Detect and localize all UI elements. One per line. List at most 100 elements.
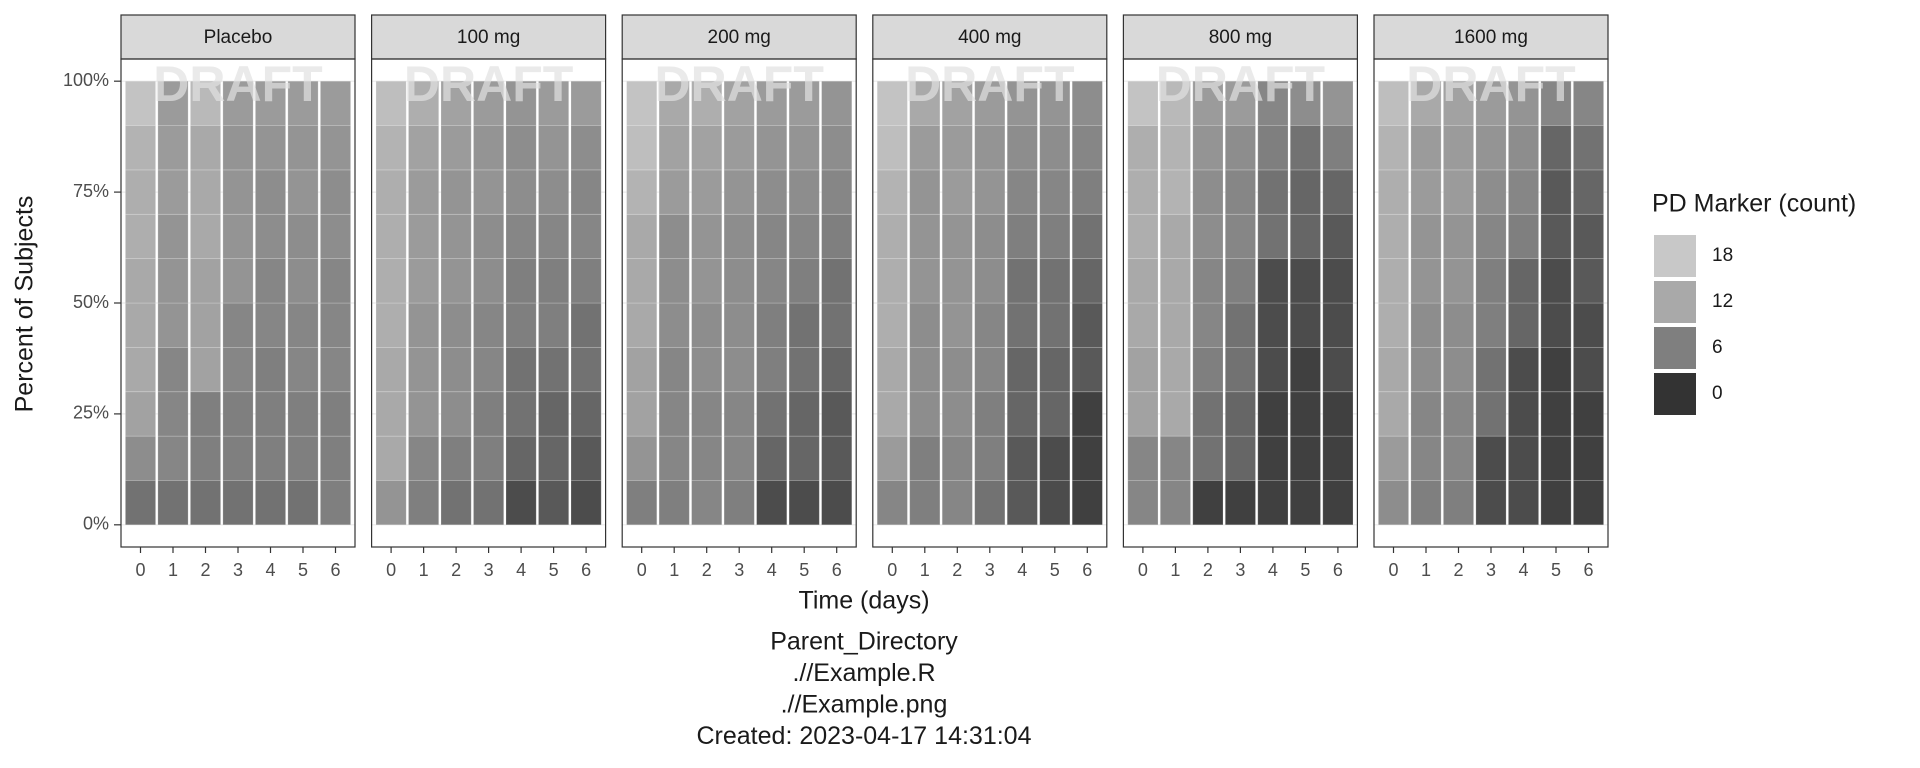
x-tick-label: 1 xyxy=(419,560,429,580)
bar-segment xyxy=(254,480,287,526)
bar-segment xyxy=(505,80,537,126)
bar-segment xyxy=(440,346,472,393)
bar-segment xyxy=(658,435,690,481)
bar-segment xyxy=(157,391,189,437)
bar-segment xyxy=(788,435,820,481)
bar-segment xyxy=(909,258,941,304)
bar-segment xyxy=(1192,80,1224,126)
bar-segment xyxy=(1442,258,1475,304)
bar-segment xyxy=(1159,302,1191,348)
facet-strip xyxy=(371,14,607,60)
bar-segment xyxy=(941,435,973,481)
bar-segment xyxy=(1377,480,1410,526)
bar-segment xyxy=(974,391,1006,437)
bar-segment xyxy=(505,435,537,481)
bar-segment xyxy=(1006,169,1038,215)
bar-segment xyxy=(1322,213,1354,260)
y-axis-title: Percent of Subjects xyxy=(11,196,39,413)
bar-segment xyxy=(723,302,755,348)
bar-segment xyxy=(974,80,1006,126)
bar-segment xyxy=(440,435,472,481)
bar-segment xyxy=(788,80,820,126)
bar-segment xyxy=(821,258,853,304)
bar-segment xyxy=(375,480,407,526)
bar-segment xyxy=(375,435,407,481)
x-tick-label: 3 xyxy=(484,560,494,580)
bar-segment xyxy=(941,258,973,304)
bar-segment xyxy=(440,480,472,526)
legend-key xyxy=(1654,281,1696,323)
bar-segment xyxy=(287,80,319,126)
caption-line: .//Example.R xyxy=(792,659,935,687)
bar-segment xyxy=(1039,80,1071,126)
bar-segment xyxy=(1507,302,1540,348)
bar-segment xyxy=(1127,480,1159,526)
bar-segment xyxy=(876,169,908,215)
bar-segment xyxy=(375,302,407,348)
bar-segment xyxy=(408,258,440,304)
bar-segment xyxy=(1410,391,1442,437)
bar-segment xyxy=(1192,346,1224,393)
bar-segment xyxy=(1377,213,1410,260)
bar-segment xyxy=(876,302,908,348)
bar-segment xyxy=(1192,213,1224,260)
bar-segment xyxy=(570,302,602,348)
bar-segment xyxy=(319,391,352,437)
bar-segment xyxy=(408,213,440,260)
bar-segment xyxy=(440,125,472,171)
bar-segment xyxy=(941,302,973,348)
bar-segment xyxy=(1410,435,1442,481)
bar-segment xyxy=(1159,435,1191,481)
bar-segment xyxy=(1572,302,1605,348)
bar-segment xyxy=(157,169,189,215)
bar-segment xyxy=(254,125,287,171)
bar-segment xyxy=(756,302,788,348)
bar-segment xyxy=(876,213,908,260)
bar-segment xyxy=(626,258,658,304)
bar-segment xyxy=(723,346,755,393)
bar-segment xyxy=(1192,125,1224,171)
bar-segment xyxy=(1410,213,1442,260)
bar-segment xyxy=(1192,391,1224,437)
bar-segment xyxy=(287,346,319,393)
bar-segment xyxy=(909,125,941,171)
x-tick-label: 1 xyxy=(669,560,679,580)
bar-segment xyxy=(1159,391,1191,437)
x-tick-label: 0 xyxy=(386,560,396,580)
x-tick-label: 1 xyxy=(1170,560,1180,580)
bar-segment xyxy=(222,213,254,260)
bar-segment xyxy=(473,169,505,215)
bar-segment xyxy=(1322,435,1354,481)
bar-segment xyxy=(1224,213,1256,260)
bar-segment xyxy=(1159,480,1191,526)
bar-segment xyxy=(1257,346,1289,393)
x-tick-label: 1 xyxy=(168,560,178,580)
bar-segment xyxy=(570,125,602,171)
bar-segment xyxy=(319,346,352,393)
bar-segment xyxy=(124,258,157,304)
bar-segment xyxy=(821,302,853,348)
bar-segment xyxy=(941,346,973,393)
bar-segment xyxy=(974,125,1006,171)
bar-segment xyxy=(626,125,658,171)
bar-segment xyxy=(440,169,472,215)
bar-segment xyxy=(254,435,287,481)
bar-segment xyxy=(375,391,407,437)
bar-segment xyxy=(1475,435,1507,481)
bar-segment xyxy=(1322,80,1354,126)
bar-segment xyxy=(1039,302,1071,348)
bar-segment xyxy=(1442,302,1475,348)
x-tick-label: 6 xyxy=(1583,560,1593,580)
bar-segment xyxy=(570,169,602,215)
bar-segment xyxy=(570,391,602,437)
bar-segment xyxy=(1192,480,1224,526)
x-tick-label: 0 xyxy=(887,560,897,580)
bar-segment xyxy=(909,80,941,126)
bar-segment xyxy=(691,391,723,437)
bar-segment xyxy=(222,302,254,348)
bar-segment xyxy=(538,435,570,481)
bar-segment xyxy=(1071,391,1103,437)
bar-segment xyxy=(222,169,254,215)
bar-segment xyxy=(1572,169,1605,215)
